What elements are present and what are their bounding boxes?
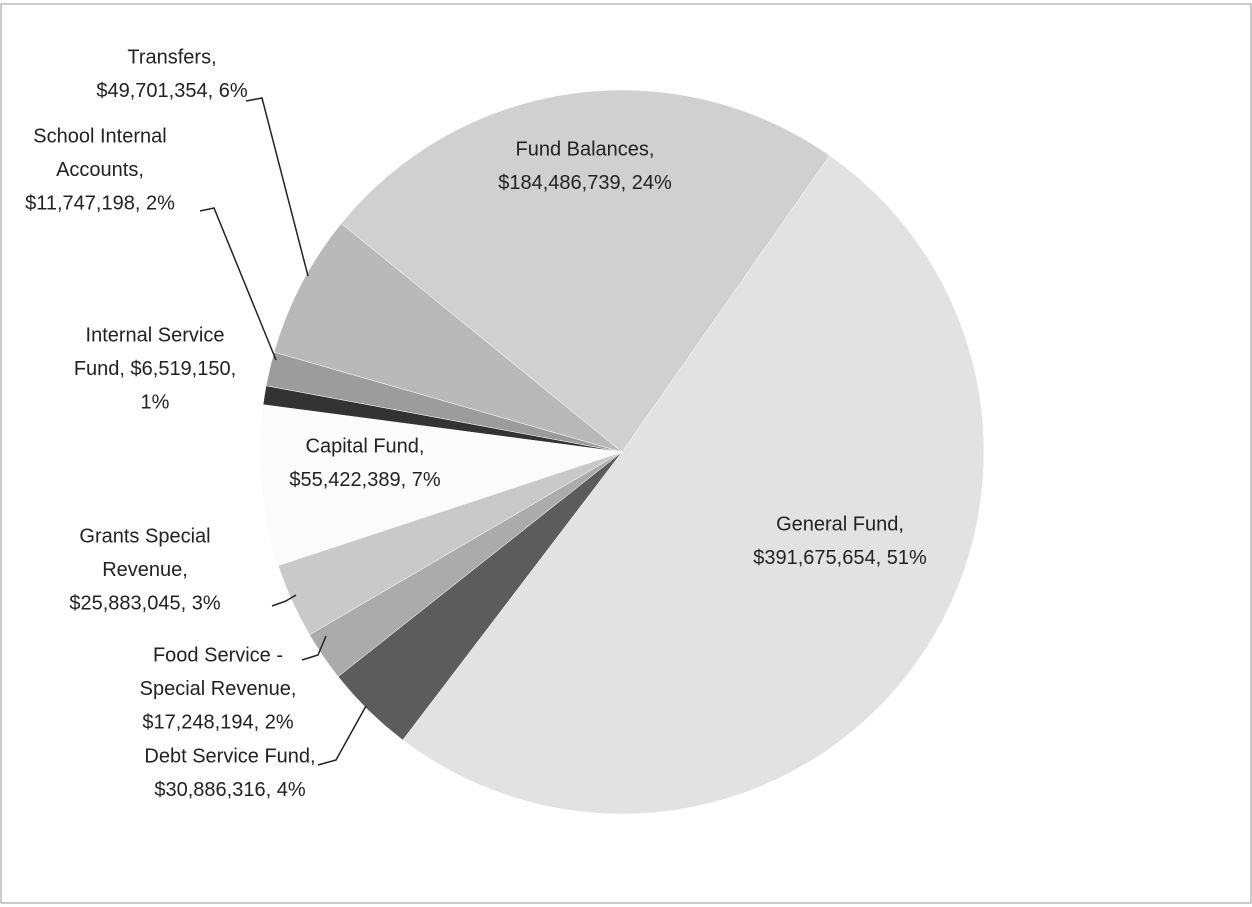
data-label: Special Revenue, [140,678,297,700]
data-label: $30,886,316, 4% [154,779,305,801]
data-label: $184,486,739, 24% [498,172,672,194]
data-label: $17,248,194, 2% [142,711,293,733]
data-label: Fund, $6,519,150, [74,358,236,380]
data-label: Transfers, [127,46,216,68]
pie-slice [273,223,623,453]
data-label: School Internal [33,125,166,147]
data-label: Grants Special [79,525,210,547]
data-label: $49,701,354, 6% [96,80,247,102]
pie-slice [259,404,623,566]
data-label: $25,883,045, 3% [69,592,220,614]
data-label: Debt Service Fund, [144,745,315,767]
leader-line [245,97,309,277]
data-label: $55,422,389, 7% [289,469,440,491]
data-label: Fund Balances, [516,138,655,160]
frame [0,3,1252,904]
leader-line [199,207,277,361]
data-label: 1% [141,391,170,413]
data-label: Revenue, [102,559,188,581]
data-label: $11,747,198, 2% [25,192,175,214]
data-label: Food Service - [153,644,283,666]
data-label: Accounts, [56,159,144,181]
data-label: Capital Fund, [306,435,425,457]
pie-slice [340,89,830,453]
data-label: Internal Service [86,324,225,346]
leader-line [317,705,367,766]
data-label: General Fund, [776,513,904,535]
data-label: $391,675,654, 51% [753,547,927,569]
leader-line [271,594,297,607]
leader-line [301,635,327,661]
pie-slice [402,155,985,815]
